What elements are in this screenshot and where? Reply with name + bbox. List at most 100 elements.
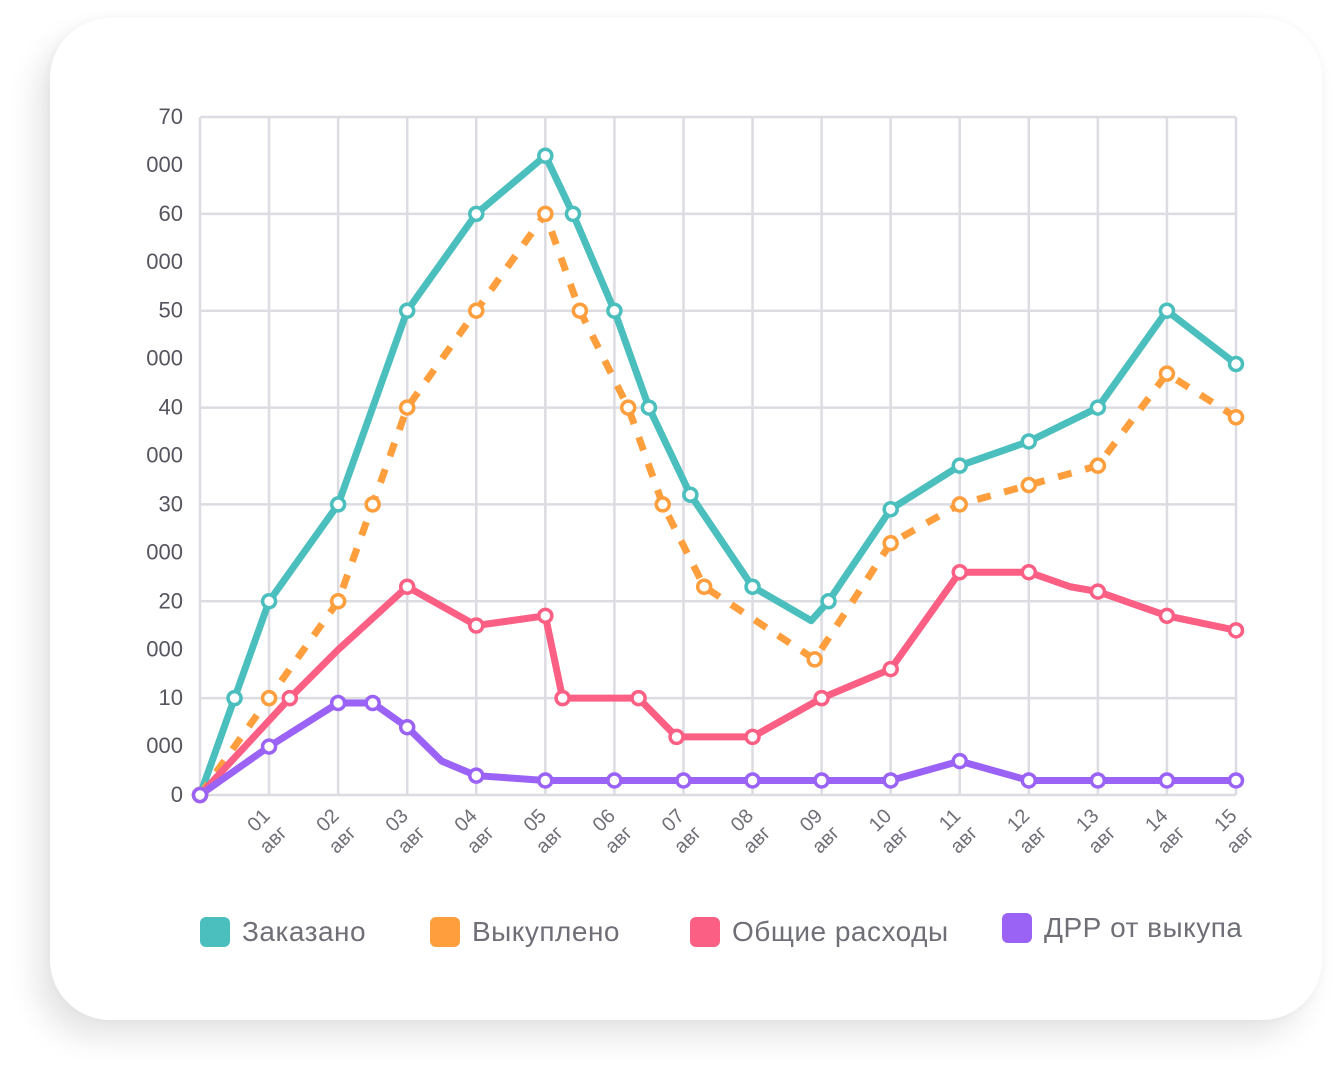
- series-4-point: [1227, 772, 1245, 789]
- y-tick-label-line: 0: [171, 782, 183, 807]
- series-3-point: [1158, 607, 1176, 625]
- y-tick-label-line: 20: [159, 588, 183, 613]
- series-2-point: [1158, 365, 1176, 382]
- series-2-point: [1227, 409, 1245, 426]
- series-2-point: [882, 534, 899, 552]
- y-tick-label: 10 000: [146, 685, 183, 758]
- series-4-point: [191, 786, 209, 804]
- series-3-point: [668, 728, 685, 746]
- series-1-point: [468, 205, 485, 223]
- series-1-point: [682, 486, 699, 503]
- series-3-point: [951, 563, 968, 581]
- series-2-point: [619, 399, 637, 416]
- legend-swatch-ordered: [200, 917, 230, 947]
- series-2-point: [468, 302, 485, 319]
- legend-item-bought-out[interactable]: Выкуплено: [430, 910, 620, 954]
- series-3-point: [468, 617, 485, 634]
- series-1-point: [329, 496, 347, 513]
- series-4-point: [260, 738, 278, 755]
- series-2-point: [364, 496, 381, 513]
- series-4-point: [1089, 772, 1107, 789]
- series-1-point: [882, 501, 899, 518]
- series-1-point: [260, 593, 278, 610]
- legend-label-total-expenses: Общие расходы: [732, 916, 949, 947]
- legend-swatch-drr: [1002, 913, 1032, 943]
- series-4-point: [398, 718, 416, 736]
- y-tick-label: 40 000: [146, 395, 183, 468]
- y-tick-label: 20 000: [146, 588, 183, 661]
- series-2-point: [1089, 457, 1107, 474]
- series-3-point: [744, 728, 761, 746]
- series-2-point: [951, 496, 968, 513]
- y-tick-label-line: 70: [159, 104, 183, 129]
- legend-label-ordered: Заказано: [242, 916, 367, 947]
- series-3-point: [537, 607, 554, 625]
- series-4-point: [364, 694, 381, 712]
- y-tick-label: 70 000: [146, 104, 183, 177]
- series-2-point: [1020, 476, 1038, 494]
- legend-item-drr[interactable]: ДРР от выкупа: [1002, 906, 1242, 950]
- series-2-point: [654, 496, 671, 513]
- series-3-point: [398, 578, 416, 596]
- legend-item-ordered[interactable]: Заказано: [200, 910, 366, 954]
- series-1-point: [226, 689, 243, 707]
- legend-swatch-total-expenses: [690, 917, 720, 947]
- series-2-point: [398, 399, 416, 416]
- series-line-2: [197, 210, 1238, 798]
- series-1-point: [744, 578, 761, 596]
- legend-item-total-expenses[interactable]: Общие расходы: [690, 910, 949, 954]
- series-4-point: [813, 772, 830, 789]
- series-3-point: [1089, 583, 1107, 600]
- series-4-point: [675, 772, 692, 789]
- legend-swatch-bought-out: [430, 917, 460, 947]
- series-2-point: [571, 302, 589, 319]
- y-tick-label-line: 000: [146, 346, 183, 371]
- series-3-point: [554, 689, 571, 707]
- series-4-point: [329, 694, 347, 712]
- series-line-4: [196, 699, 1240, 799]
- y-tick-label-line: 30: [159, 491, 183, 516]
- series-2-point: [695, 578, 713, 596]
- series-4-point: [744, 772, 761, 789]
- y-tick-label: 60 000: [146, 201, 183, 274]
- series-1-point: [1089, 399, 1107, 416]
- y-tick-label-line: 000: [146, 733, 183, 758]
- series-4-point: [537, 772, 554, 789]
- series-line-3: [196, 568, 1240, 799]
- series-3-point: [281, 689, 299, 707]
- chart-grid: [198, 115, 1238, 797]
- y-tick-label-line: 10: [159, 685, 183, 710]
- series-4-point: [882, 772, 899, 789]
- y-tick-label-line: 60: [159, 201, 183, 226]
- chart-series: [191, 147, 1245, 804]
- series-1-point: [398, 302, 416, 319]
- series-1-point: [640, 399, 658, 416]
- series-1-point: [951, 457, 968, 474]
- legend-label-bought-out: Выкуплено: [472, 916, 620, 947]
- series-3-point: [630, 689, 647, 707]
- chart-legend: Заказано Выкуплено Общие расходы ДРР от …: [200, 910, 1270, 954]
- y-tick-label-line: 000: [146, 152, 183, 177]
- series-2-point: [260, 689, 278, 707]
- y-tick-label-line: 000: [146, 636, 183, 661]
- series-4-point: [1020, 772, 1038, 789]
- y-tick-label-line: 000: [146, 249, 183, 274]
- chart-card: [50, 18, 1322, 1020]
- series-4-point: [1158, 772, 1176, 789]
- series-3-point: [1020, 563, 1038, 581]
- series-2-point: [806, 651, 823, 668]
- series-3-point: [882, 660, 899, 678]
- series-3-point: [813, 689, 830, 707]
